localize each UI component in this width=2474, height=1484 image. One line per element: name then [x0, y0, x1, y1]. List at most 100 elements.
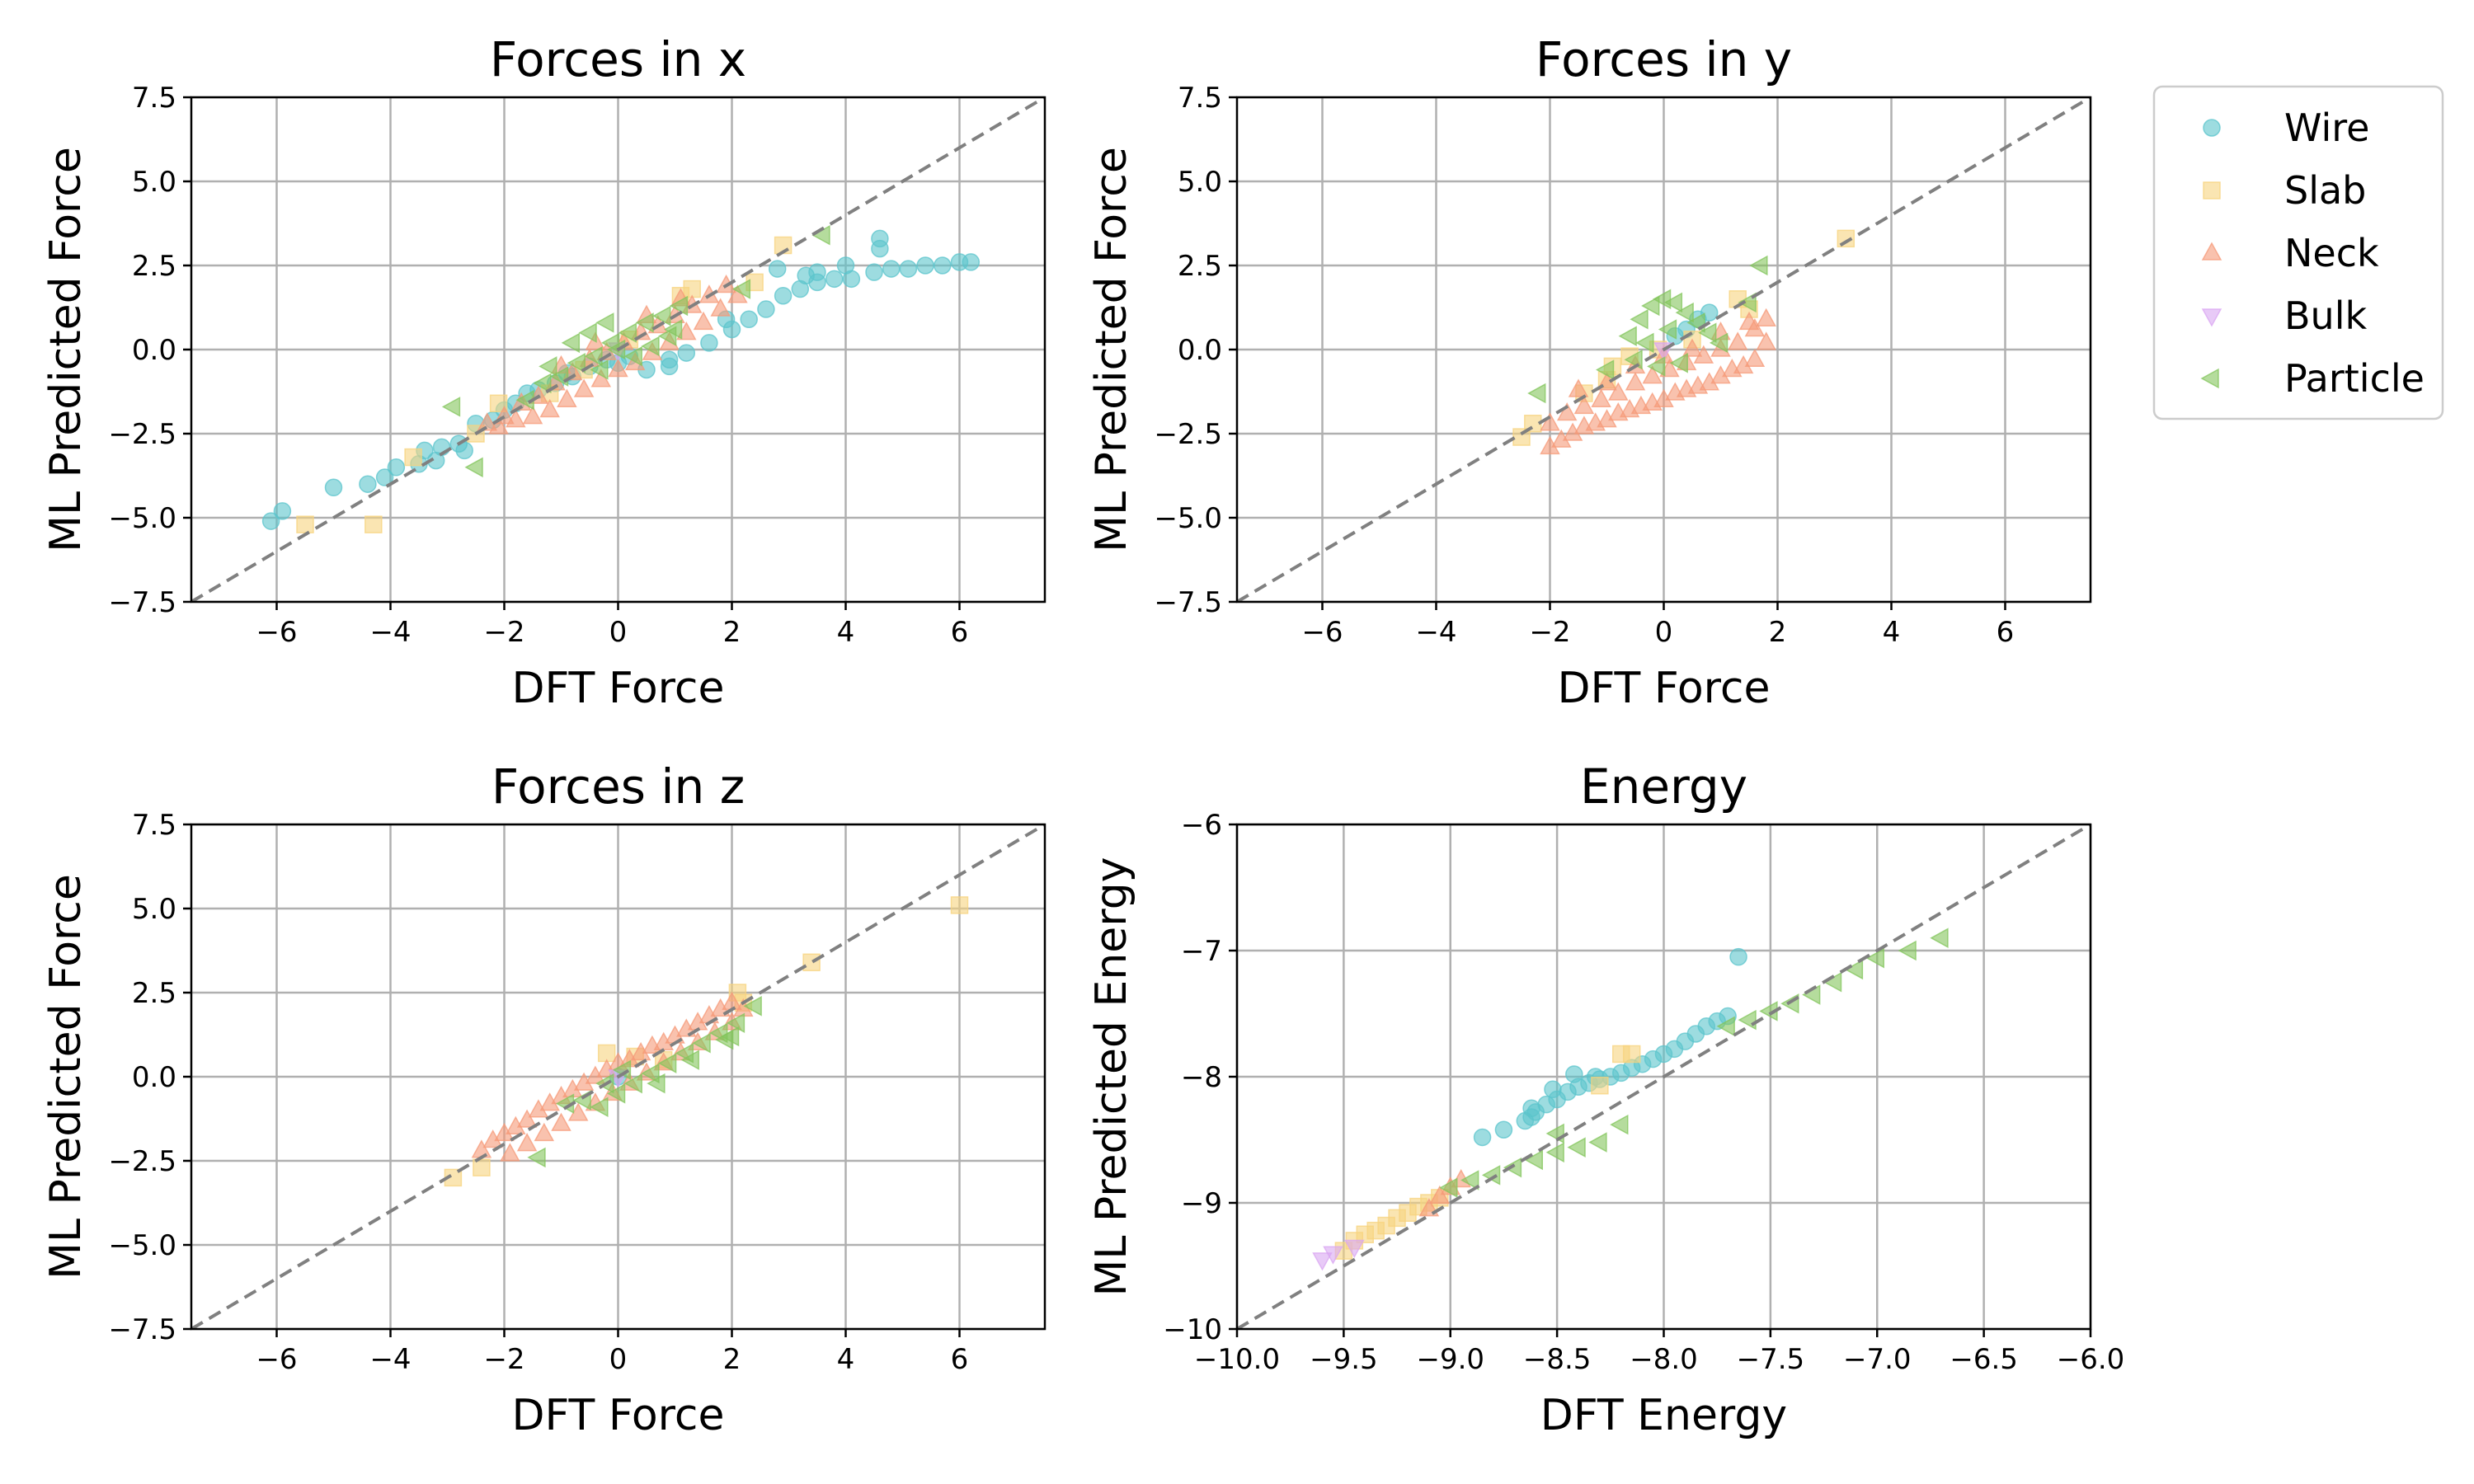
point-wire [836, 256, 855, 275]
point-particle [527, 1147, 546, 1168]
point-particle [1716, 1016, 1735, 1037]
y-tick-label: −5.0 [1154, 502, 1222, 535]
scatter-points [261, 225, 981, 533]
legend-marker-wire [2203, 119, 2221, 137]
point-particle [1610, 1114, 1629, 1135]
x-tick-label: 6 [951, 616, 969, 649]
point-particle [1567, 1137, 1586, 1158]
y-tick-label: 2.5 [132, 977, 176, 1010]
y-tick-label: −7.5 [108, 1313, 176, 1346]
point-particle [578, 322, 597, 343]
x-tick-label: −2 [483, 1343, 524, 1376]
x-tick-label: 2 [1769, 616, 1787, 649]
point-particle [618, 322, 637, 343]
x-tick-label: −6 [1301, 616, 1343, 649]
point-particle [1641, 295, 1660, 317]
x-tick-label: −2 [483, 616, 524, 649]
point-wire [324, 478, 343, 497]
point-particle [692, 1032, 711, 1054]
panel-title: Energy [1580, 758, 1747, 815]
point-particle [1527, 383, 1546, 404]
x-tick-label: −2 [1529, 616, 1570, 649]
panel-title: Forces in y [1536, 31, 1792, 87]
point-bulk [1323, 1246, 1343, 1265]
legend-item-bulk: Bulk [2201, 294, 2367, 338]
point-wire [740, 310, 758, 329]
point-wire [916, 256, 934, 275]
point-bulk [1312, 1252, 1333, 1271]
y-tick-label: 5.0 [132, 166, 176, 199]
point-particle [1669, 353, 1688, 373]
y-tick-label: −9 [1181, 1187, 1222, 1220]
point-particle [464, 457, 483, 478]
point-wire [1700, 303, 1719, 322]
point-neck [1608, 382, 1629, 401]
point-wire [768, 260, 787, 278]
point-neck [1727, 331, 1748, 350]
point-slab [950, 896, 969, 914]
point-neck [1738, 311, 1760, 331]
legend-label: Wire [2284, 106, 2369, 150]
point-neck [1756, 331, 1776, 350]
y-tick-label: −8 [1181, 1061, 1222, 1094]
point-wire [1565, 1065, 1583, 1083]
point-wire [1494, 1120, 1513, 1139]
y-tick-label: −2.5 [108, 1145, 176, 1178]
point-particle [731, 279, 751, 299]
point-particle [680, 1050, 699, 1070]
point-particle [567, 353, 586, 373]
point-wire [962, 253, 981, 271]
point-particle [441, 397, 461, 417]
point-wire [1522, 1108, 1540, 1126]
point-neck [608, 358, 628, 378]
x-axis-label: DFT Force [1557, 664, 1770, 713]
point-particle [623, 1073, 642, 1094]
panel-energy: −10.0 −9.5 −9.0 −8.5 −8.0 −7.5 −7.0 −6.5 −6.0 −10… [1087, 758, 2124, 1440]
point-slab [404, 448, 422, 467]
point-particle [533, 373, 552, 394]
point-particle [658, 1053, 677, 1073]
legend-marker-bulk [2201, 308, 2222, 327]
legend-item-slab: Slab [2203, 168, 2366, 213]
x-tick-label: 0 [1655, 616, 1673, 649]
point-neck [573, 378, 595, 397]
x-tick-label: 2 [723, 616, 741, 649]
x-tick-label: −9.5 [1310, 1343, 1378, 1376]
identity-line [1237, 97, 2091, 602]
point-particle [726, 1012, 745, 1033]
x-tick-label: −10.0 [1194, 1343, 1280, 1376]
point-neck [557, 388, 577, 407]
point-particle [1630, 309, 1649, 330]
x-tick-label: −6 [256, 1343, 297, 1376]
point-particle [1865, 947, 1884, 969]
point-neck [1681, 338, 1703, 357]
identity-line [1237, 824, 2091, 1329]
x-tick-label: −9.0 [1416, 1343, 1484, 1376]
x-tick-label: −6.5 [1950, 1343, 2018, 1376]
x-axis-label: DFT Force [511, 664, 724, 713]
point-particle [584, 345, 603, 367]
point-particle [1647, 356, 1666, 377]
y-tick-label: −7.5 [108, 586, 176, 619]
legend-marker-neck [2201, 242, 2222, 261]
point-neck [506, 409, 526, 428]
point-wire [865, 263, 883, 281]
x-tick-label: −8.5 [1523, 1343, 1592, 1376]
x-axis-label: DFT Energy [1540, 1391, 1787, 1440]
point-particle [595, 312, 614, 333]
point-wire [825, 270, 844, 289]
point-neck [1540, 412, 1560, 431]
y-tick-label: −5.0 [108, 1229, 176, 1262]
y-tick-label: −7.5 [1154, 586, 1222, 619]
point-particle [539, 356, 557, 377]
scatter-points [1512, 229, 1856, 455]
y-tick-label: 0.0 [132, 334, 176, 367]
x-tick-label: 4 [1883, 616, 1901, 649]
point-neck [516, 1109, 538, 1128]
point-particle [549, 366, 569, 387]
point-wire [882, 260, 901, 278]
point-particle [669, 295, 689, 317]
point-particle [1588, 1132, 1607, 1153]
point-neck [693, 311, 714, 331]
point-particle [606, 339, 626, 360]
